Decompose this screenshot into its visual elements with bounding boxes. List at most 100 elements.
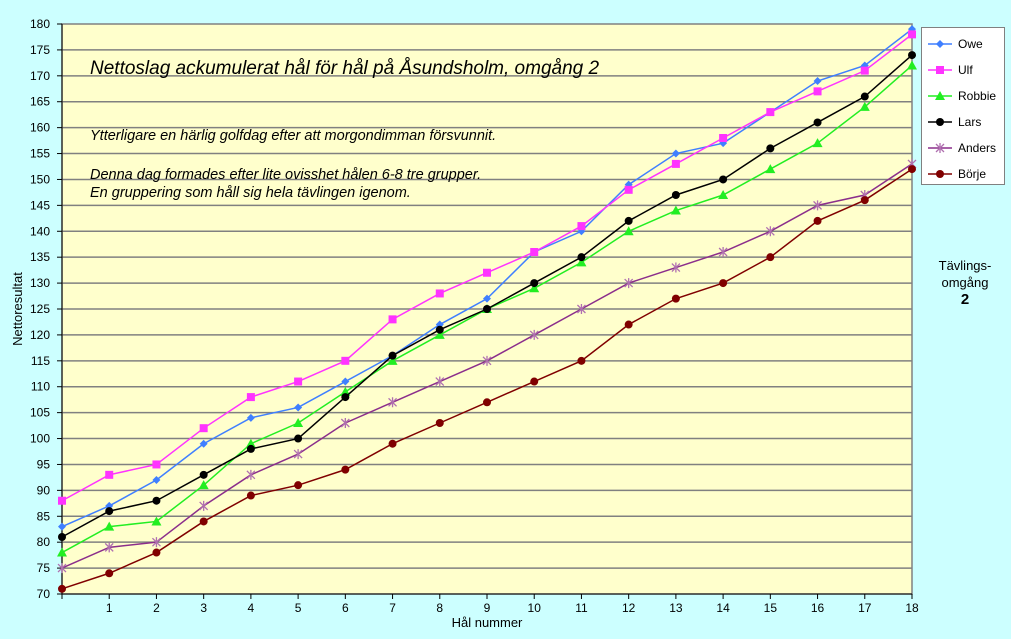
data-point [671,294,680,303]
data-point [294,403,303,412]
y-tick-label: 90 [37,483,51,497]
series-ulf [58,30,916,505]
y-tick-label: 110 [31,380,50,394]
data-point [58,584,66,593]
legend-label: Owe [958,37,983,51]
y-axis-label: Nettoresultat [10,272,25,346]
legend-marker [936,66,944,74]
legend-marker [936,170,944,178]
y-tick-label: 155 [30,147,50,161]
series-lars [58,51,916,541]
data-point [388,315,397,324]
x-tick-label: 4 [248,601,255,615]
legend-label: Börje [958,167,987,181]
data-point [483,294,491,303]
data-point [530,248,539,256]
legend-swatch [928,91,952,100]
data-point [766,144,775,153]
data-point [908,51,916,60]
x-tick-label: 2 [153,601,160,615]
data-point [294,434,303,443]
data-point [719,134,728,142]
data-point [576,304,586,314]
data-point [435,376,445,387]
data-point [199,517,208,526]
data-point [813,200,823,211]
data-point [341,465,350,474]
legend-label: Anders [958,141,997,155]
y-tick-label: 160 [30,121,50,135]
data-point [813,87,822,96]
data-point [199,500,209,511]
legend-item-börje: Börje [928,166,986,182]
annotation-2-line: Denna dag formades efter lite ovisshet h… [90,167,482,183]
legend-label: Robbie [958,89,997,103]
legend-marker [936,118,944,126]
annotation-1: Ytterligare en härlig golfdag efter att … [90,128,497,144]
y-tick-label: 70 [37,587,51,601]
data-point [860,66,869,75]
legend-swatch [928,170,952,178]
data-point [623,226,634,236]
data-point [246,491,255,500]
y-tick-label: 120 [30,328,50,342]
x-tick-label: 18 [905,601,919,615]
data-point [483,398,491,407]
legend-marker [935,143,945,153]
round-label: Tävlings- omgång 2 [925,257,1005,308]
data-point [577,356,586,365]
x-tick-label: 10 [528,601,542,615]
x-tick-label: 16 [811,601,825,615]
data-point [671,262,681,273]
x-axis-label: Hål nummer [452,615,523,630]
data-point [577,222,586,231]
data-point [671,191,680,199]
legend-item-anders: Anders [928,140,996,156]
data-point [246,469,256,480]
data-point [624,278,634,289]
legend-marker [935,91,945,100]
data-point [388,397,398,408]
data-point [435,419,444,427]
series-börje [58,165,916,593]
data-point [246,393,255,402]
annotation-2: Denna dag formades efter lite ovisshet h… [90,166,481,202]
data-point [529,329,539,340]
data-point [57,563,67,574]
series-anders [57,158,917,574]
data-point [199,424,208,433]
data-point [294,481,303,490]
data-point [812,138,823,148]
chart-title: Nettoslag ackumulerat hål för hål på Åsu… [90,58,600,79]
legend-swatch [928,66,952,74]
x-tick-label: 1 [106,601,113,615]
data-point [341,377,350,386]
data-point [388,351,397,360]
data-point [766,108,775,117]
data-point [530,377,539,386]
legend-item-ulf: Ulf [928,62,973,78]
data-point [152,476,161,484]
y-tick-label: 105 [30,406,50,420]
x-tick-label: 3 [200,601,207,615]
x-tick-label: 15 [764,601,778,615]
legend-item-lars: Lars [928,114,981,130]
data-point [152,460,161,469]
data-point [104,542,114,553]
data-point [105,569,114,578]
round-label-line1: Tävlings- [938,258,992,273]
data-point [719,279,728,288]
legend-swatch [928,40,952,48]
data-point [152,496,161,505]
data-point [813,216,822,225]
data-point [624,185,633,194]
y-tick-label: 75 [37,561,51,575]
data-point [58,522,66,531]
y-tick-label: 150 [30,172,50,186]
data-point [670,205,681,215]
data-point [198,480,209,490]
legend-item-owe: Owe [928,36,983,52]
data-point [813,118,822,127]
data-point [718,247,728,257]
data-point [58,496,66,505]
